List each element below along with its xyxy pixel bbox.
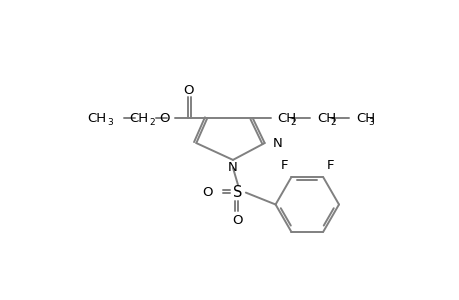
Text: 3: 3 xyxy=(368,118,374,127)
Text: 2: 2 xyxy=(150,118,155,127)
Text: O: O xyxy=(202,186,213,199)
Text: CH: CH xyxy=(277,112,296,125)
Text: 3: 3 xyxy=(107,118,112,127)
Text: O: O xyxy=(183,84,193,97)
Text: 2: 2 xyxy=(290,118,296,127)
Text: CH: CH xyxy=(87,112,106,125)
Text: CH: CH xyxy=(129,112,148,125)
Text: 2: 2 xyxy=(330,118,335,127)
Text: CH: CH xyxy=(317,112,336,125)
Text: O: O xyxy=(232,214,243,227)
Text: S: S xyxy=(233,185,242,200)
Text: F: F xyxy=(325,158,333,172)
Text: N: N xyxy=(228,161,237,174)
Text: CH: CH xyxy=(355,112,374,125)
Text: N: N xyxy=(272,136,282,150)
Text: O: O xyxy=(159,112,169,125)
Text: F: F xyxy=(280,158,288,172)
